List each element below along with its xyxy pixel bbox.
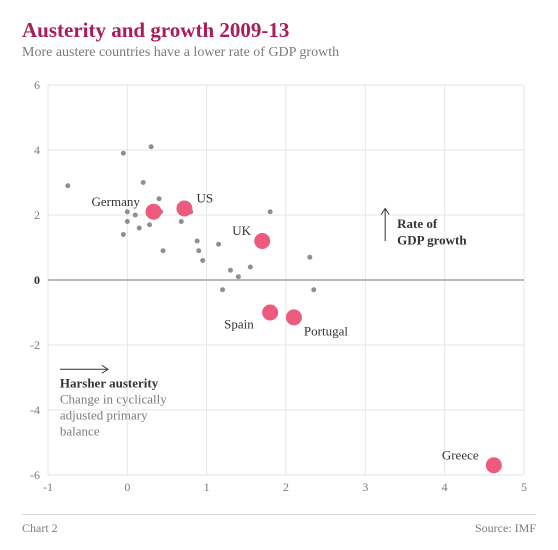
svg-text:1: 1 xyxy=(204,480,210,494)
svg-text:-4: -4 xyxy=(30,403,40,417)
svg-text:GDP growth: GDP growth xyxy=(397,232,467,247)
plot-area: -1 0 1 2 3 4 5 -6 -4 -2 0 2 4 6 Germany US UK Spain Portug… xyxy=(22,79,536,499)
svg-text:4: 4 xyxy=(34,143,40,157)
svg-text:4: 4 xyxy=(442,480,448,494)
svg-text:-2: -2 xyxy=(30,338,40,352)
svg-text:6: 6 xyxy=(34,79,40,92)
chart-subtitle: More austere countries have a lower rate… xyxy=(22,45,536,61)
svg-text:Germany: Germany xyxy=(92,194,141,209)
svg-text:balance: balance xyxy=(60,423,100,438)
svg-text:Spain: Spain xyxy=(224,317,254,332)
svg-text:Portugal: Portugal xyxy=(304,323,348,338)
svg-text:0: 0 xyxy=(34,273,40,287)
svg-text:Change in cyclically: Change in cyclically xyxy=(60,391,167,406)
footer-left: Chart 2 xyxy=(22,521,58,535)
footer-right: Source: IMF xyxy=(475,521,536,536)
chart-footer: Chart 2 Source: IMF xyxy=(22,514,536,536)
svg-text:-6: -6 xyxy=(30,468,40,482)
svg-text:5: 5 xyxy=(521,480,527,494)
chart-container: Austerity and growth 2009-13 More auster… xyxy=(0,0,558,550)
svg-text:Rate of: Rate of xyxy=(397,216,438,231)
svg-text:2: 2 xyxy=(34,208,40,222)
svg-text:UK: UK xyxy=(232,223,251,238)
svg-text:Harsher austerity: Harsher austerity xyxy=(60,375,159,390)
svg-text:2: 2 xyxy=(283,480,289,494)
svg-text:3: 3 xyxy=(362,480,368,494)
svg-text:adjusted primary: adjusted primary xyxy=(60,407,148,422)
svg-text:US: US xyxy=(196,191,213,206)
svg-text:0: 0 xyxy=(124,480,130,494)
scatter-plot: -1 0 1 2 3 4 5 -6 -4 -2 0 2 4 6 Germany US UK Spain Portug… xyxy=(22,79,536,499)
chart-title: Austerity and growth 2009-13 xyxy=(22,18,536,43)
svg-text:Greece: Greece xyxy=(442,447,479,462)
svg-text:-1: -1 xyxy=(43,480,53,494)
